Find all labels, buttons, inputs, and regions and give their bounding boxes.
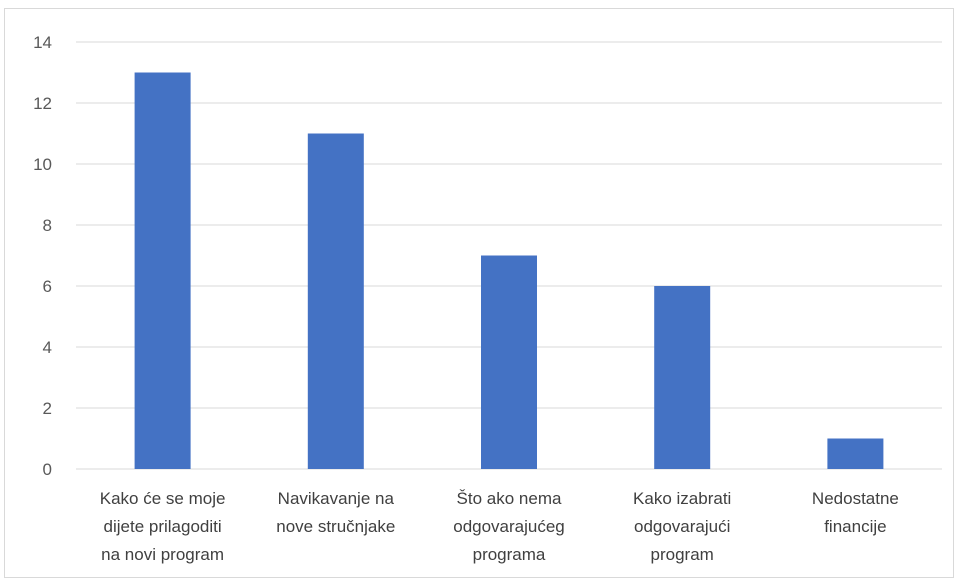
y-tick-label: 2 [43,399,52,418]
x-category-label-line: Navikavanje na [278,489,395,508]
x-category-label-line: dijete prilagoditi [104,517,222,536]
bar [134,72,191,469]
x-category-label-line: program [651,545,714,564]
bars [134,72,884,469]
y-tick-label: 0 [43,460,52,479]
x-category-label: Nedostatne financije [812,489,899,536]
gridlines [76,41,942,470]
x-axis-category-labels: Kako će se moje dijete prilagoditi na novi… [100,489,899,564]
x-category-label-line: odgovarajući [634,517,730,536]
x-category-label-line: Što ako nema [457,489,562,508]
bar [481,255,537,469]
x-category-label-line: odgovarajućeg [453,517,565,536]
x-category-label-line: Nedostatne [812,489,899,508]
x-category-label-line: na novi program [101,545,224,564]
x-category-label: Kako će se moje dijete prilagoditi na novi… [100,489,226,564]
x-category-label: Navikavanje na nove stručnjake [276,489,395,536]
y-tick-label: 8 [43,216,52,235]
y-tick-label: 4 [43,338,52,357]
y-tick-label: 12 [33,94,52,113]
bar [307,133,364,469]
x-category-label-line: financije [824,517,886,536]
x-category-label: Kako izabrati odgovarajući program [633,489,731,564]
bar [827,438,884,469]
x-category-label: Što ako nema odgovarajućeg programa [453,489,565,564]
y-axis-tick-labels: 0 2 4 6 8 10 12 14 [33,33,52,479]
x-category-label-line: nove stručnjake [276,517,395,536]
x-category-label-line: Kako izabrati [633,489,731,508]
y-tick-label: 10 [33,155,52,174]
y-tick-label: 6 [43,277,52,296]
x-category-label-line: programa [473,545,546,564]
y-tick-label: 14 [33,33,52,52]
x-category-label-line: Kako će se moje [100,489,226,508]
bar [654,286,711,469]
